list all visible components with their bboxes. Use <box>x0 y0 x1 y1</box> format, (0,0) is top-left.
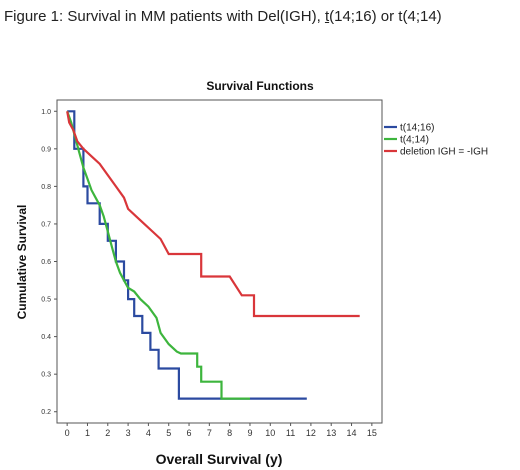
x-axis-label: Overall Survival (y) <box>156 451 283 467</box>
x-tick-label: 11 <box>286 428 295 438</box>
x-tick-label: 4 <box>146 428 151 438</box>
legend-label: t(14;16) <box>400 123 434 134</box>
y-axis: 0.2 0.3 0.4 0.5 0.6 0.7 0.8 0.9 1.0 <box>41 109 57 416</box>
figure-caption: Figure 1: Survival in MM patients with D… <box>4 8 442 25</box>
x-tick-label: 5 <box>166 428 171 438</box>
series-line-3 <box>66 111 360 318</box>
y-tick-label: 0.4 <box>41 334 51 341</box>
legend-label: t(4;14) <box>400 135 429 146</box>
y-tick-label: 1.0 <box>41 109 51 116</box>
x-tick-label: 14 <box>347 428 357 438</box>
y-tick-label: 0.9 <box>41 146 51 153</box>
series-layer <box>66 110 360 400</box>
caption-underlined: t <box>324 8 330 25</box>
y-tick-label: 0.8 <box>41 184 51 191</box>
x-tick-label: 15 <box>367 428 377 438</box>
x-tick-label: 13 <box>326 428 336 438</box>
x-tick-label: 3 <box>126 428 131 438</box>
y-tick-label: 0.3 <box>41 372 51 379</box>
x-axis: 0 1 2 3 4 5 6 7 8 9 10 11 12 13 14 15 <box>65 423 377 438</box>
chart-title: Survival Functions <box>206 79 314 93</box>
x-tick-label: 8 <box>227 428 232 438</box>
x-tick-label: 1 <box>85 428 90 438</box>
y-tick-label: 0.7 <box>41 221 51 228</box>
caption-suffix: (14;16) or t(4;14) <box>329 8 442 25</box>
x-tick-label: 9 <box>247 428 252 438</box>
y-tick-label: 0.6 <box>41 259 51 266</box>
x-tick-label: 12 <box>306 428 316 438</box>
series-line-2 <box>66 110 250 400</box>
caption-prefix: Figure 1: Survival in MM patients with D… <box>4 8 325 25</box>
x-tick-label: 2 <box>105 428 110 438</box>
x-tick-label: 10 <box>265 428 275 438</box>
legend: t(14;16)t(4;14)deletion IGH = -IGH <box>384 123 488 158</box>
x-tick-label: 7 <box>207 428 212 438</box>
plot-frame <box>56 99 383 424</box>
x-tick-label: 0 <box>65 428 70 438</box>
y-tick-label: 0.2 <box>41 409 51 416</box>
y-axis-label: Cumulative Survival <box>15 205 29 320</box>
legend-label: deletion IGH = -IGH <box>400 147 488 158</box>
y-tick-label: 0.5 <box>41 297 51 304</box>
series-line-1 <box>67 110 307 400</box>
x-tick-label: 6 <box>187 428 192 438</box>
